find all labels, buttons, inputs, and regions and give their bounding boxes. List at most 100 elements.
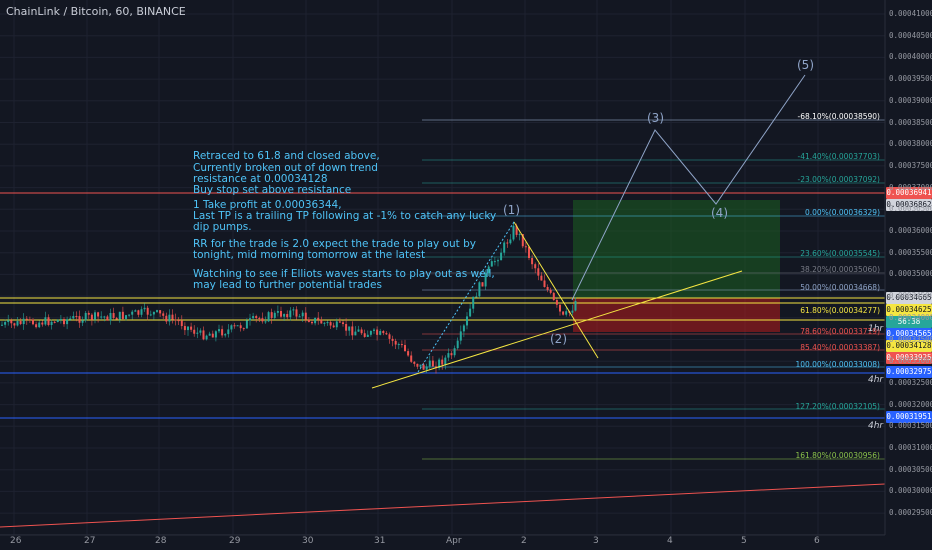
candle-body [16, 321, 19, 326]
fib-level-label: -41.40%(0.00037703) [797, 152, 881, 161]
candle-body [258, 317, 261, 319]
take-profit-zone[interactable] [573, 200, 780, 298]
candle-body [97, 312, 100, 317]
price-tag: 0.00034665 [886, 292, 932, 304]
candle-body [255, 316, 258, 318]
price-tag: 0.00033925 [886, 352, 932, 364]
candle-body [289, 310, 292, 318]
note-line: Buy stop set above resistance [193, 184, 352, 196]
candle-body [84, 312, 87, 321]
time-axis-tick: 27 [84, 536, 96, 546]
candle-body [363, 333, 366, 337]
candle-body [441, 359, 444, 365]
price-axis-tick: 0.00030000 [889, 486, 932, 496]
fib-level-label: -68.10%(0.00038590) [797, 112, 881, 121]
symbol-title[interactable]: ChainLink / Bitcoin, 60, BINANCE [6, 5, 186, 18]
candle-body [431, 360, 434, 367]
candle-body [373, 329, 375, 331]
candle-body [242, 328, 245, 330]
note-line: tonight, mid morning tomorrow at the lat… [193, 249, 426, 261]
candle-body [28, 319, 31, 321]
price-axis-tick: 0.00033000 [889, 356, 932, 366]
candle-body [543, 280, 546, 287]
time-axis-tick: 3 [593, 536, 599, 546]
candle-body [438, 359, 441, 368]
candle-body [317, 317, 320, 320]
candle-body [404, 345, 406, 352]
candle-body [382, 330, 385, 334]
horizontal-levels [0, 119, 885, 460]
candle-body [394, 340, 397, 345]
elliott-wave-path[interactable] [571, 74, 806, 301]
candle-body [94, 312, 96, 320]
candle-body [249, 318, 251, 321]
candle-body [549, 289, 552, 293]
candle-body [35, 324, 38, 328]
candle-body [531, 258, 534, 265]
ascending-trendline[interactable] [371, 270, 743, 389]
candle-body [462, 325, 465, 332]
time-axis-tick: 4 [667, 536, 673, 546]
candle-body [233, 325, 236, 327]
candle-body [286, 314, 289, 318]
candle-body [512, 225, 515, 240]
candle-body [524, 246, 527, 248]
candle-body [214, 331, 217, 338]
timeframe-tag: 4hr [868, 375, 884, 385]
price-tag: 0.00034565 [886, 328, 932, 340]
candle-body [69, 318, 72, 320]
candle-body [385, 333, 388, 335]
candle-body [555, 300, 558, 305]
candle-body [314, 317, 317, 324]
price-axis-tick: 0.00030500 [889, 464, 932, 474]
candle-body [565, 311, 568, 315]
candle-body [177, 320, 180, 322]
long-term-trendline[interactable] [0, 483, 886, 528]
price-axis-tick: 0.00038500 [889, 117, 932, 127]
price-axis-tick: 0.00031500 [889, 421, 932, 431]
candle-body [270, 312, 273, 318]
price-axis-tick: 0.00031000 [889, 443, 932, 452]
candle-body [571, 310, 574, 313]
candle-body [252, 316, 255, 319]
candle-body [304, 312, 307, 320]
descending-trendline[interactable] [513, 221, 599, 359]
candle-body [295, 309, 298, 317]
candle-body [335, 321, 338, 328]
candle-body [211, 333, 214, 338]
candle-body [552, 292, 555, 301]
candle-body [562, 311, 565, 315]
price-axis-tick: 0.00036000 [889, 226, 932, 235]
wave-label-2: (2) [550, 332, 567, 346]
wave-label-3: (3) [647, 111, 664, 125]
candle-body [7, 320, 10, 323]
price-tag: 56:38 [886, 316, 932, 328]
candle-body [121, 311, 124, 319]
candle-body [376, 329, 379, 335]
candle-body [546, 286, 549, 290]
candle-body [47, 317, 50, 325]
candle-body [283, 314, 286, 317]
fib-level-label: 38.20%(0.00035060) [800, 265, 880, 274]
note-line: Last TP is a trailing TP following at -1… [193, 210, 497, 222]
note-line: Watching to see if Elliots waves starts … [193, 268, 495, 280]
candle-body [400, 344, 403, 346]
candle-body [103, 316, 106, 318]
stop-loss-zone[interactable] [573, 298, 780, 332]
note-line: Currently broken out of down trend [193, 162, 378, 174]
price-tag: 0.00034128 [886, 340, 932, 352]
candle-body [487, 266, 490, 274]
candle-body [75, 316, 78, 318]
price-axis-tick: 0.00029500 [889, 508, 932, 518]
candle-body [506, 242, 509, 244]
candle-body [332, 325, 335, 328]
time-axis-tick: 6 [814, 536, 820, 546]
candle-body [131, 311, 134, 315]
candle-body [149, 314, 152, 316]
candle-body [81, 320, 84, 323]
candle-body [125, 315, 127, 319]
candle-body [338, 321, 341, 323]
candle-body [481, 282, 484, 287]
candle-body [329, 322, 332, 326]
